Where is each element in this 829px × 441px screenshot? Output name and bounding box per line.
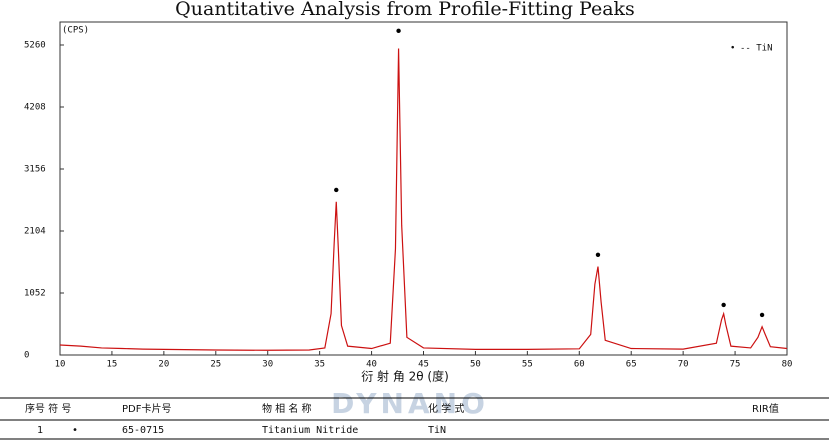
x-tick-label: 55 — [522, 360, 533, 370]
y-tick-label: 0 — [24, 351, 29, 361]
x-tick-label: 70 — [678, 360, 689, 370]
x-tick-label: 45 — [418, 360, 429, 370]
x-tick-label: 20 — [158, 360, 169, 370]
table-header: 化 学 式 — [428, 402, 464, 415]
table-header: 序号 符 号 — [25, 402, 71, 415]
peak-marker — [595, 252, 601, 258]
peak-marker — [721, 302, 726, 308]
table-cell: TiN — [428, 425, 446, 436]
x-tick-label: 60 — [574, 360, 585, 370]
table-cell: 1 — [37, 425, 43, 436]
y-tick-label: 5260 — [24, 40, 46, 50]
peak-marker — [759, 312, 765, 318]
chart-title: Quantitative Analysis from Profile-Fitti… — [175, 0, 635, 20]
legend-symbol: • — [730, 44, 735, 54]
x-tick-label: 15 — [107, 360, 118, 370]
legend-label: -- TiN — [740, 44, 773, 54]
x-tick-label: 65 — [626, 360, 637, 370]
table-header: RIR值 — [752, 402, 779, 415]
y-axis-label: (CPS) — [62, 26, 89, 36]
x-tick-label: 35 — [314, 360, 325, 370]
table-header: 物 相 名 称 — [262, 402, 312, 415]
plot-frame — [59, 21, 788, 356]
x-tick-label: 50 — [470, 360, 481, 370]
x-tick-label: 25 — [210, 360, 221, 370]
spectrum-line — [59, 48, 788, 351]
y-tick-label: 1052 — [24, 288, 46, 298]
x-tick-label: 40 — [366, 360, 377, 370]
peak-marker — [396, 28, 401, 34]
x-tick-label: 30 — [262, 360, 273, 370]
watermark: DYNANO — [331, 387, 489, 420]
table-cell: Titanium Nitride — [262, 425, 358, 436]
y-tick-label: 3156 — [24, 164, 46, 174]
table-header: PDF卡片号 — [122, 402, 171, 415]
peak-marker — [334, 187, 339, 193]
x-tick-label: 75 — [730, 360, 741, 370]
x-tick-label: 10 — [55, 360, 66, 370]
table-cell: • — [72, 425, 78, 436]
y-tick-label: 4208 — [24, 102, 46, 112]
table-cell: 65-0715 — [122, 425, 164, 436]
x-tick-label: 80 — [782, 360, 793, 370]
x-axis-label: 衍 射 角 2θ (度) — [361, 369, 449, 384]
y-tick-label: 2104 — [24, 226, 46, 236]
